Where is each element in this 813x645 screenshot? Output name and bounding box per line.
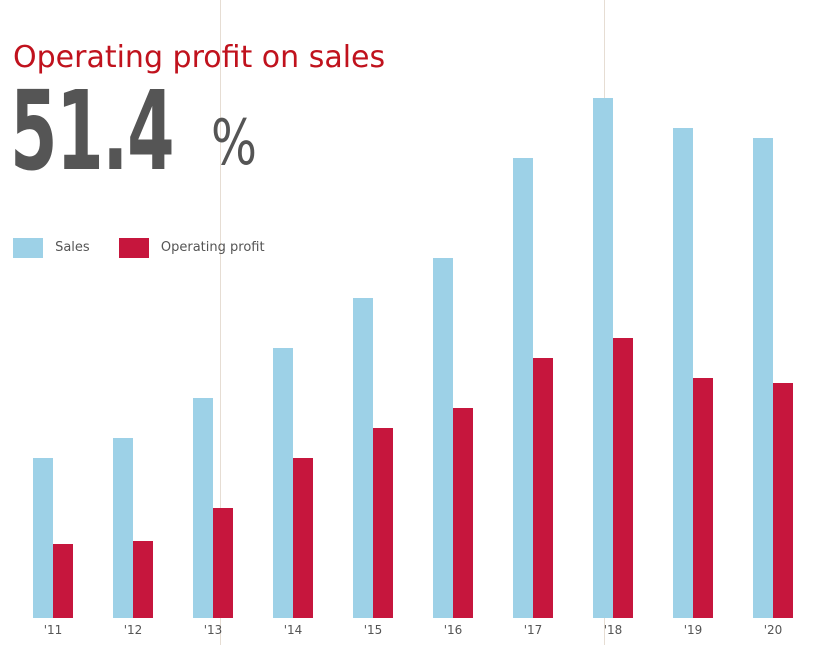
bar-sales[interactable] [193, 398, 213, 618]
bar-operating-profit[interactable] [53, 544, 73, 618]
x-tick-label: '12 [124, 623, 143, 637]
legend-item-operating-profit[interactable]: Operating profit [118, 237, 265, 258]
bar-operating-profit[interactable] [613, 338, 633, 618]
bar-operating-profit[interactable] [693, 378, 713, 618]
bar-sales[interactable] [753, 138, 773, 618]
bar-sales[interactable] [353, 298, 373, 618]
bar-operating-profit[interactable] [133, 541, 153, 618]
legend-label-operating-profit: Operating profit [160, 240, 265, 255]
bar-operating-profit[interactable] [373, 428, 393, 618]
kpi-unit: % [210, 106, 257, 179]
bar-operating-profit[interactable] [213, 508, 233, 618]
kpi-readout: 51.4 % [10, 76, 270, 186]
bar-operating-profit[interactable] [293, 458, 313, 618]
bar-sales[interactable] [433, 258, 453, 618]
bar-operating-profit[interactable] [533, 358, 553, 618]
chart-title: Operating profit on sales [13, 40, 386, 75]
kpi-value: 51.4 [10, 67, 175, 195]
bar-sales[interactable] [593, 98, 613, 618]
bar-sales[interactable] [273, 348, 293, 618]
bar-sales[interactable] [513, 158, 533, 618]
x-tick-label: '11 [44, 623, 63, 637]
x-tick-label: '17 [524, 623, 543, 637]
x-tick-label: '14 [284, 623, 303, 637]
legend-label-sales: Sales [55, 240, 90, 255]
x-tick-label: '18 [604, 623, 623, 637]
bar-operating-profit[interactable] [453, 408, 473, 618]
chart-legend: Sales Operating profit [13, 237, 289, 258]
x-tick-label: '19 [684, 623, 703, 637]
legend-swatch-sales [13, 237, 43, 258]
legend-item-sales[interactable]: Sales [13, 237, 90, 258]
x-tick-label: '13 [204, 623, 223, 637]
guide-line [220, 0, 221, 645]
bar-sales[interactable] [673, 128, 693, 618]
bar-sales[interactable] [33, 458, 53, 618]
x-tick-label: '15 [364, 623, 383, 637]
bar-sales[interactable] [113, 438, 133, 618]
x-tick-label: '20 [764, 623, 783, 637]
x-tick-label: '16 [444, 623, 463, 637]
bar-operating-profit[interactable] [773, 383, 793, 618]
legend-swatch-operating-profit [118, 237, 149, 258]
